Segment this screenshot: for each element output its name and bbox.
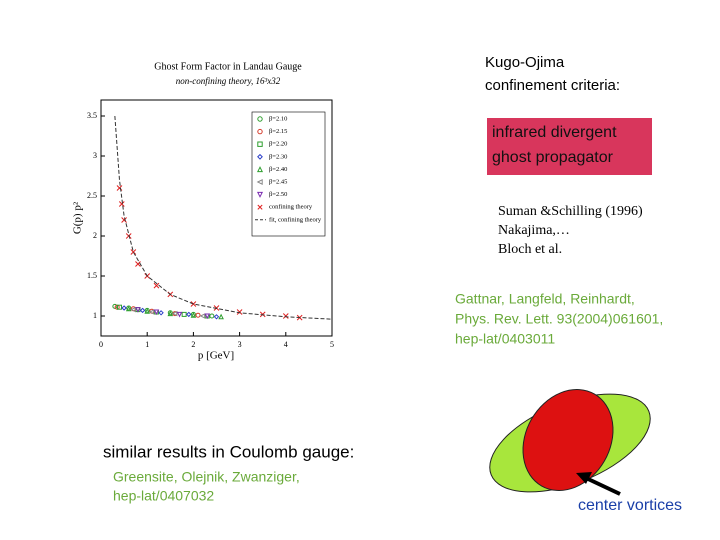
data-point xyxy=(135,307,141,313)
x-tick-label: 0 xyxy=(99,340,103,349)
x-tick-label: 2 xyxy=(191,340,195,349)
arrow xyxy=(585,476,621,496)
data-point xyxy=(204,313,211,320)
y-tick-label: 1.5 xyxy=(87,271,97,280)
chart: Ghost Form Factor in Landau Gauge non-co… xyxy=(72,61,334,361)
red-ellipse xyxy=(522,389,614,491)
x-tick-label: 5 xyxy=(330,340,334,349)
reference: Nakajima,… xyxy=(498,223,570,238)
legend-swatch xyxy=(257,153,263,160)
legend-label: β=2.15 xyxy=(269,128,287,135)
legend-swatch xyxy=(257,141,263,147)
data-point xyxy=(209,313,215,319)
x-tick-label: 1 xyxy=(145,340,149,349)
arrow-head xyxy=(576,472,592,484)
legend-swatch xyxy=(256,191,264,198)
data-point xyxy=(167,310,174,317)
legend-swatch xyxy=(257,204,263,210)
legend-label: fit, confining theory xyxy=(269,216,322,223)
data-point xyxy=(218,313,224,320)
legend-swatch xyxy=(256,166,264,173)
citation: hep-lat/0403011 xyxy=(455,331,555,347)
data-point xyxy=(171,310,178,317)
y-tick-label: 2.5 xyxy=(87,191,97,200)
data-point xyxy=(153,282,160,289)
data-point xyxy=(158,310,164,316)
fit-line xyxy=(114,115,333,320)
data-point xyxy=(144,308,151,314)
data-point xyxy=(176,311,183,318)
x-axis-label: p [GeV] xyxy=(198,350,234,362)
y-tick-label: 1 xyxy=(93,311,97,320)
reference: Bloch et al. xyxy=(498,242,562,257)
legend-label: β=2.40 xyxy=(269,166,287,173)
data-point xyxy=(125,305,132,312)
chart-title: Ghost Form Factor in Landau Gauge xyxy=(154,61,302,72)
data-point xyxy=(190,312,197,318)
legend-label: β=2.20 xyxy=(269,141,287,148)
x-tick-label: 3 xyxy=(238,340,242,349)
data-point xyxy=(282,313,289,319)
data-point xyxy=(195,312,201,318)
data-point xyxy=(148,309,155,315)
y-tick-label: 3 xyxy=(93,151,97,160)
x-tick-label: 4 xyxy=(284,340,288,349)
vortex-label: center vortices xyxy=(578,497,682,514)
coulomb-heading: similar results in Coulomb gauge: xyxy=(103,442,354,461)
reference: Suman &Schilling (1996) xyxy=(498,204,643,219)
criteria-box-text: ghost propagator xyxy=(492,149,614,166)
legend-label: confining theory xyxy=(269,204,313,211)
legend-label: β=2.30 xyxy=(269,153,287,160)
chart-subtitle: non-confining theory, 16³x32 xyxy=(176,76,281,86)
legend-label: β=2.50 xyxy=(269,191,287,198)
data-point xyxy=(236,309,243,315)
data-point xyxy=(213,314,220,320)
criteria-box xyxy=(487,118,652,175)
data-point xyxy=(199,313,206,319)
coulomb-reference: Greensite, Olejnik, Zwanziger, xyxy=(113,469,300,485)
legend-label: β=2.45 xyxy=(269,178,287,185)
data-point xyxy=(121,305,127,311)
data-point xyxy=(118,201,125,207)
legend-swatch xyxy=(257,116,263,122)
data-point xyxy=(139,307,146,314)
legend-swatch xyxy=(256,178,263,186)
legend-label: β=2.10 xyxy=(269,115,287,122)
data-point xyxy=(186,311,192,318)
data-point xyxy=(116,304,122,310)
data-point xyxy=(153,309,160,316)
data-point xyxy=(121,217,127,223)
legend xyxy=(251,111,326,237)
citation: Phys. Rev. Lett. 93(2004)061601, xyxy=(455,311,663,327)
criteria-title: confinement criteria: xyxy=(485,77,620,94)
coulomb-reference: hep-lat/0407032 xyxy=(113,488,214,504)
data-point xyxy=(135,261,141,267)
data-point xyxy=(130,249,137,255)
criteria-box-text: infrared divergent xyxy=(492,124,617,141)
citation: Gattnar, Langfeld, Reinhardt, xyxy=(455,291,635,307)
y-tick-label: 2 xyxy=(93,231,97,240)
data-point xyxy=(130,306,136,313)
data-point xyxy=(112,303,118,309)
y-axis-label: G(p) p² xyxy=(72,201,84,234)
plot-frame xyxy=(100,99,333,337)
y-tick-label: 3.5 xyxy=(87,111,97,120)
criteria-title: Kugo-Ojima xyxy=(485,54,565,71)
legend-swatch xyxy=(257,128,263,135)
